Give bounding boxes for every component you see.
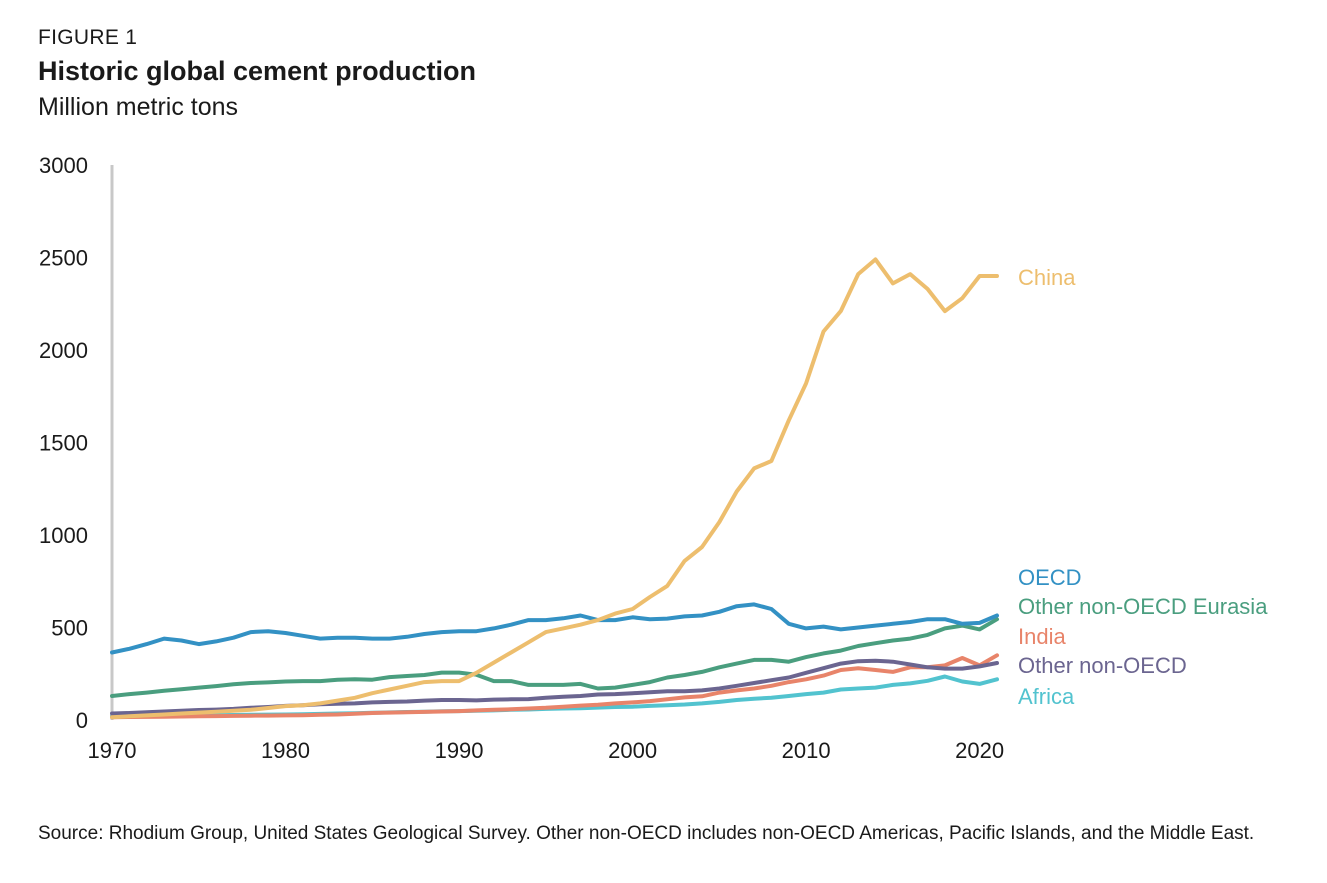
x-tick-label: 2020 (955, 738, 1004, 763)
series-label-oecd: OECD (1018, 565, 1082, 590)
x-tick-label: 1970 (88, 738, 137, 763)
figure-label: FIGURE 1 (38, 26, 138, 49)
chart-subtitle: Million metric tons (38, 93, 239, 121)
y-tick-label: 1500 (39, 431, 88, 456)
y-tick-label: 2500 (39, 246, 88, 271)
y-tick-label: 3000 (39, 153, 88, 178)
x-tick-label: 2010 (782, 738, 831, 763)
series-label-china: China (1018, 265, 1076, 290)
line-chart: 0 500 1000 1500 2000 2500 3000 1970 1980 1990 200… (39, 153, 1268, 763)
series-line-other-non-oecd-eurasia (110, 617, 999, 698)
y-axis-ticks: 0 500 1000 1500 2000 2500 3000 (39, 153, 88, 733)
x-tick-label: 1990 (435, 738, 484, 763)
series-label-africa: Africa (1018, 684, 1075, 709)
series-line-china (110, 257, 999, 720)
series-label-other-non-oecd: Other non-OECD (1018, 653, 1187, 678)
chart-title: Historic global cement production (38, 56, 477, 86)
x-axis-ticks: 1970 1980 1990 2000 2010 2020 (88, 738, 1005, 763)
x-tick-label: 1980 (261, 738, 310, 763)
series-label-india: India (1018, 624, 1066, 649)
series-label-other-non-oecd-eurasia: Other non-OECD Eurasia (1018, 594, 1268, 619)
y-tick-label: 500 (51, 616, 88, 641)
source-note: Source: Rhodium Group, United States Geo… (38, 823, 1255, 844)
y-tick-label: 2000 (39, 338, 88, 363)
series-lines (110, 257, 999, 720)
y-tick-label: 1000 (39, 523, 88, 548)
y-tick-label: 0 (76, 708, 88, 733)
x-tick-label: 2000 (608, 738, 657, 763)
series-line-oecd (110, 602, 999, 655)
series-line-india (110, 653, 999, 720)
series-labels: China OECD Other non-OECD Eurasia India Othe… (1018, 265, 1268, 709)
